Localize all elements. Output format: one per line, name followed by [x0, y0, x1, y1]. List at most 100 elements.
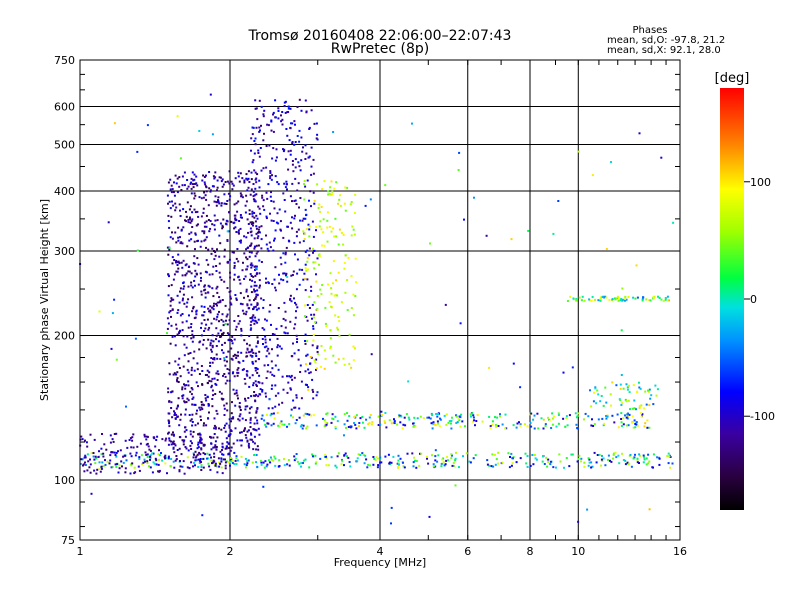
data-point: [246, 462, 249, 465]
data-point: [255, 367, 258, 370]
data-point: [671, 462, 674, 465]
data-point: [230, 446, 233, 449]
data-point: [310, 414, 313, 417]
data-point: [634, 297, 637, 300]
data-point: [632, 426, 635, 429]
data-point: [526, 466, 529, 468]
data-point: [172, 298, 175, 301]
data-point: [607, 454, 610, 457]
data-point: [197, 446, 200, 449]
data-point: [224, 382, 227, 385]
data-point: [170, 184, 173, 187]
data-point: [446, 456, 449, 458]
data-point: [225, 402, 228, 405]
data-point: [508, 466, 511, 469]
data-point: [298, 129, 301, 132]
data-point: [305, 152, 308, 155]
data-point: [82, 464, 84, 467]
data-point: [244, 419, 247, 422]
data-point: [198, 348, 201, 351]
data-point: [272, 459, 275, 462]
data-point: [323, 367, 326, 370]
data-point: [203, 225, 206, 228]
data-point: [197, 466, 200, 468]
data-point: [255, 293, 258, 296]
data-point: [454, 457, 457, 460]
data-point: [286, 280, 289, 283]
data-point: [602, 424, 605, 427]
data-point: [225, 203, 228, 205]
data-point: [294, 422, 297, 425]
data-point: [225, 315, 228, 318]
data-point: [249, 273, 252, 276]
data-point: [252, 224, 254, 227]
data-point: [262, 113, 265, 116]
data-point: [85, 441, 88, 444]
data-point: [146, 442, 149, 445]
data-point: [358, 422, 361, 424]
data-point: [286, 225, 289, 228]
data-point: [626, 415, 629, 418]
data-point: [170, 443, 173, 446]
data-point: [308, 128, 311, 130]
data-point: [353, 422, 356, 424]
data-point: [212, 340, 215, 343]
data-point: [264, 392, 267, 395]
data-point: [357, 453, 360, 456]
data-point: [262, 306, 265, 309]
data-point: [626, 386, 629, 389]
stats-o-mode: mean, sd,O: -97.8, 21.2: [607, 35, 725, 46]
data-point: [241, 269, 244, 272]
data-point: [194, 464, 196, 467]
data-point: [263, 346, 266, 349]
data-point: [218, 271, 221, 274]
data-point: [164, 462, 167, 465]
data-point: [634, 426, 637, 429]
data-point: [310, 285, 313, 288]
data-point: [285, 246, 288, 249]
data-point: [254, 220, 257, 223]
data-point: [218, 465, 221, 468]
data-point: [209, 93, 212, 96]
data-point: [209, 190, 212, 193]
data-point: [89, 433, 92, 436]
data-point: [626, 417, 629, 420]
data-point: [324, 322, 327, 325]
data-point: [184, 387, 187, 390]
data-point: [235, 392, 238, 394]
data-point: [640, 404, 643, 407]
data-point: [219, 329, 222, 332]
data-point: [206, 395, 209, 398]
data-point: [533, 454, 536, 456]
data-point: [196, 184, 199, 187]
data-point: [200, 442, 203, 445]
data-point: [308, 225, 311, 228]
data-point: [533, 414, 536, 417]
data-point: [205, 220, 208, 223]
data-point: [120, 460, 123, 463]
data-point: [270, 200, 273, 202]
data-point: [244, 397, 246, 400]
data-point: [625, 416, 628, 419]
data-point: [169, 304, 172, 307]
data-point: [304, 158, 307, 160]
data-point: [244, 457, 247, 460]
data-point: [590, 299, 593, 302]
data-point: [284, 319, 287, 322]
data-point: [246, 439, 249, 442]
data-point: [184, 435, 187, 438]
data-point: [272, 111, 275, 114]
data-point: [314, 321, 317, 323]
data-point: [177, 253, 180, 256]
data-point: [200, 276, 202, 279]
data-point: [302, 459, 305, 462]
data-point: [277, 110, 280, 112]
data-point: [256, 371, 259, 374]
data-point: [271, 348, 273, 351]
data-point: [278, 425, 281, 428]
data-point: [214, 464, 217, 467]
data-point: [193, 173, 196, 176]
data-point: [289, 320, 292, 323]
data-point: [621, 452, 624, 455]
data-point: [412, 422, 414, 425]
